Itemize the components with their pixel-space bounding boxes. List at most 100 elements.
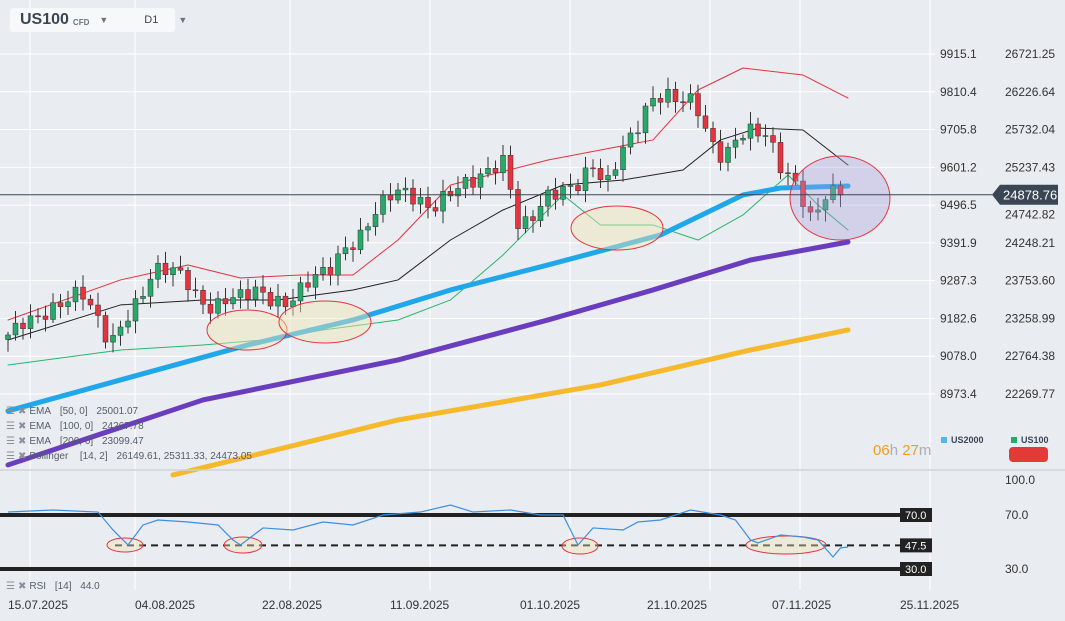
candle-body (477, 173, 484, 188)
candle-body (725, 146, 731, 163)
candle-body (650, 98, 656, 107)
close-icon[interactable]: ✖ (17, 421, 27, 432)
candle-body (72, 286, 79, 303)
candle-body (125, 320, 131, 328)
candle-timer: 06h 27m (873, 442, 931, 459)
candle-body (20, 322, 26, 329)
candle-body (777, 142, 784, 174)
rsi-panel: 70.0 47.5 30.0 100.0 70.0 30.0 (0, 473, 1035, 576)
y-left-tick-label: 9182.6 (940, 311, 977, 325)
color-swatch (941, 437, 947, 443)
candle-body (462, 177, 469, 189)
x-tick-label: 22.08.2025 (262, 598, 322, 612)
symbol-name: US100 (20, 11, 69, 28)
candle-body (185, 270, 191, 291)
chevron-down-icon[interactable]: ▼ (99, 15, 109, 25)
candle-body (380, 194, 386, 215)
close-icon[interactable]: ✖ (17, 436, 27, 447)
candle-body (597, 168, 604, 180)
candle-body (620, 146, 626, 170)
candle-body (117, 326, 124, 336)
candle-body (350, 247, 356, 250)
candle-body (132, 298, 139, 322)
menu-icon[interactable]: ☰ (6, 406, 15, 417)
close-icon[interactable]: ✖ (17, 406, 27, 417)
overlay-legend-us100[interactable]: US100 (1011, 435, 1049, 445)
candle-body (657, 98, 664, 103)
candle-body (372, 214, 379, 227)
candle-body (410, 187, 416, 205)
candle-body (665, 88, 671, 103)
y-right-tick-label: 23753.60 (1005, 274, 1055, 288)
candle-body (335, 253, 341, 276)
close-icon[interactable]: ✖ (17, 581, 27, 592)
y-left-tick-label: 9287.3 (940, 274, 977, 288)
menu-icon[interactable]: ☰ (6, 581, 15, 592)
candle-body (792, 172, 799, 182)
rsi-level-label: 47.5 (905, 540, 926, 552)
legend-rsi[interactable]: ☰ ✖ RSI [14] 44.0 (6, 581, 100, 593)
overlay-legend-us2000[interactable]: US2000 (941, 435, 984, 445)
rsi-line (7, 504, 849, 558)
menu-icon[interactable]: ☰ (6, 436, 15, 447)
candle-body (785, 172, 791, 175)
y-right-tick-label: 26721.25 (1005, 47, 1055, 61)
candle-body (42, 315, 49, 320)
candle-body (755, 123, 761, 137)
candle-body (200, 290, 206, 305)
overlay-label: US100 (1021, 435, 1049, 445)
candles (5, 77, 844, 353)
candle-body (155, 262, 161, 280)
candle-body (237, 289, 244, 298)
candle-body (177, 267, 184, 271)
close-icon[interactable]: ✖ (17, 451, 27, 462)
ema100-line (5, 239, 851, 468)
candle-body (222, 298, 229, 305)
menu-icon[interactable]: ☰ (6, 421, 15, 432)
candle-body (357, 229, 364, 250)
legend-ema100[interactable]: ☰ ✖ EMA [100, 0] 24267.78 (6, 421, 144, 433)
rsi-annotation-ellipse (561, 537, 599, 555)
candle-body (560, 186, 566, 200)
x-tick-label: 01.10.2025 (520, 598, 580, 612)
legend-params: [100, 0] (59, 421, 94, 432)
chevron-down-icon[interactable]: ▼ (178, 15, 188, 25)
candle-body (27, 315, 34, 329)
candle-body (717, 141, 724, 163)
x-tick-label: 04.08.2025 (135, 598, 195, 612)
symbol-selector[interactable]: US100 CFD ▼ D1 ▼ (10, 8, 187, 32)
us100-color-button[interactable] (1009, 447, 1048, 462)
menu-icon[interactable]: ☰ (6, 451, 15, 462)
legend-bollinger[interactable]: ☰ ✖ Bollinger [14, 2] 26149.61, 25311.33, … (6, 451, 252, 463)
legend-params: [14, 2] (79, 451, 108, 462)
candle-body (627, 132, 634, 148)
candle-body (215, 298, 221, 314)
annotation-ellipse (789, 155, 891, 241)
y-right-tick-label: 24248.21 (1005, 236, 1055, 250)
legend-value: 25001.07 (96, 406, 139, 417)
timeframe-select[interactable]: D1 (144, 14, 159, 26)
candle-body (522, 216, 529, 229)
legend-ema50[interactable]: ☰ ✖ EMA [50, 0] 25001.07 (6, 406, 138, 418)
legend-ema200[interactable]: ☰ ✖ EMA [200, 0] 23099.47 (6, 436, 144, 448)
legend-value: 23099.47 (101, 436, 144, 447)
y-right-tick-label: 26226.64 (1005, 85, 1055, 99)
grid (0, 0, 935, 590)
legend-value: 24267.78 (101, 421, 144, 432)
ema-lines (5, 183, 851, 478)
timer-h: h (889, 442, 899, 459)
y-right-tick-label: 24742.82 (1005, 208, 1055, 222)
candle-body (65, 301, 71, 307)
rsi-axis-label: 100.0 (1005, 473, 1035, 487)
current-price-badge (992, 184, 1058, 205)
annotation-ellipse (570, 205, 664, 251)
candle-body (110, 335, 116, 343)
candle-body (695, 93, 701, 117)
y-left-tick-label: 9391.9 (940, 236, 977, 250)
candle-body (440, 191, 446, 212)
candle-body (710, 128, 716, 142)
candle-body (170, 267, 176, 275)
y-left-tick-label: 9810.4 (940, 85, 977, 99)
rsi-annotation-ellipse (106, 537, 144, 553)
